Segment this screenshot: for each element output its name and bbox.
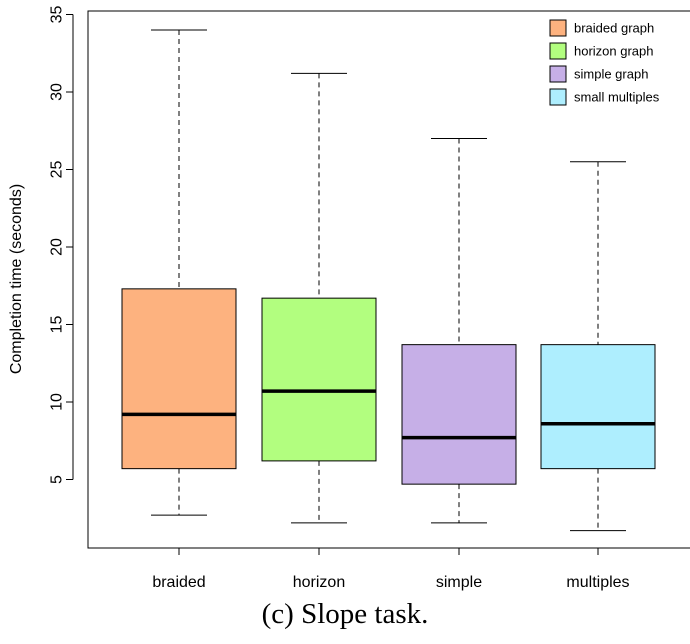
y-tick-label: 35 <box>49 6 66 24</box>
legend-swatch <box>549 65 567 83</box>
iqr-box <box>121 288 237 470</box>
x-tick-label: simple <box>436 574 482 591</box>
y-tick-label: 15 <box>49 316 66 334</box>
box-horizon <box>261 72 377 524</box>
x-axis: braided horizon simple multiples <box>152 548 630 591</box>
legend: braided graph horizon graph simple graph sm… <box>549 19 660 106</box>
figure-caption: (c) Slope task. <box>261 598 429 630</box>
y-tick-label: 25 <box>49 161 66 179</box>
legend-swatch <box>549 88 567 106</box>
iqr-box <box>540 344 656 470</box>
x-tick-label: multiples <box>566 574 629 591</box>
legend-label: braided graph <box>574 21 654 36</box>
boxes <box>121 29 656 532</box>
y-tick-label: 20 <box>49 238 66 256</box>
legend-label: simple graph <box>574 67 648 82</box>
legend-swatch <box>549 42 567 60</box>
plot-frame <box>87 10 690 549</box>
y-tick-label: 10 <box>49 393 66 411</box>
y-axis-title: Completion time (seconds) <box>8 184 25 374</box>
legend-item: small multiples <box>549 88 660 106</box>
iqr-box <box>261 297 377 462</box>
box-simple <box>401 138 517 524</box>
box-braided <box>121 29 237 516</box>
box-multiples <box>540 161 656 532</box>
legend-swatch <box>549 19 567 37</box>
legend-label: horizon graph <box>574 44 654 59</box>
x-tick-label: horizon <box>293 574 345 591</box>
y-tick-label: 5 <box>49 475 66 484</box>
y-tick-label: 30 <box>49 83 66 101</box>
iqr-box <box>401 344 517 485</box>
x-tick-label: braided <box>152 574 205 591</box>
y-axis: 5 10 15 20 25 30 35 <box>49 6 74 484</box>
legend-item: horizon graph <box>549 42 654 60</box>
legend-label: small multiples <box>574 90 660 105</box>
legend-item: braided graph <box>549 19 654 37</box>
legend-item: simple graph <box>549 65 648 83</box>
